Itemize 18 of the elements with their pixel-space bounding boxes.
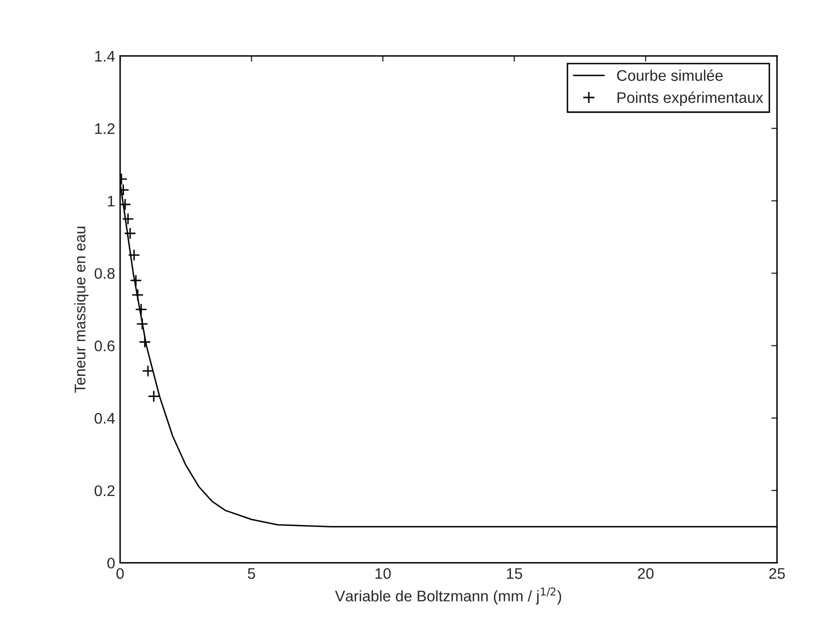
y-tick-label: 0.6	[94, 340, 115, 352]
x-tick-label: 0	[116, 568, 124, 579]
y-tick-label: 0	[107, 558, 115, 569]
legend-label: Courbe simulée	[617, 70, 723, 81]
y-tick-label: 0.2	[94, 485, 114, 496]
x-tick-label: 5	[248, 568, 256, 579]
x-tick-label: 20	[638, 568, 654, 579]
x-tick-label: 15	[506, 568, 522, 579]
y-tick-label: 0.8	[94, 268, 115, 279]
y-tick-label: 1.2	[95, 123, 114, 134]
y-tick-label: 1	[108, 196, 115, 206]
x-tick-label: 10	[376, 568, 391, 579]
x-axis-title: Variable de Boltzmann (mm / j$^{1/2}$)	[335, 588, 562, 604]
y-axis-title: Teneur massique en eau	[74, 226, 88, 393]
y-tick-label: 1.4	[95, 50, 115, 62]
legend-label: Points expérimentaux	[618, 92, 764, 106]
x-tick-label: 25	[769, 568, 785, 579]
y-tick-label: 0.4	[94, 412, 115, 424]
